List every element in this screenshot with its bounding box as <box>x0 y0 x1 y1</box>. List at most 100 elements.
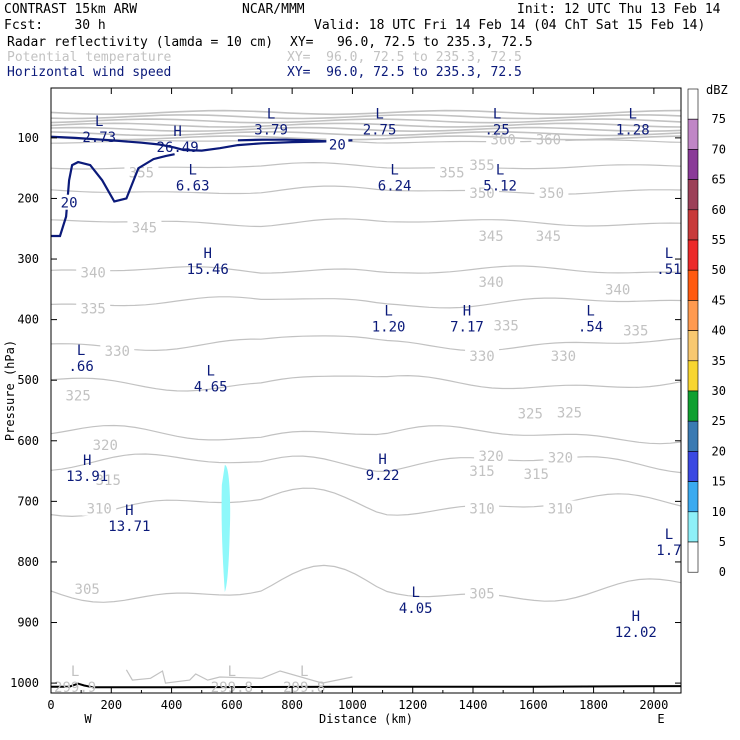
x-tick-label: 1600 <box>519 698 548 712</box>
isentrope-label: 325 <box>65 388 90 404</box>
isentrope-label-bg <box>100 343 135 359</box>
colorbar-level: 25 <box>712 414 726 428</box>
extremum-value: 6.24 <box>378 178 412 194</box>
y-tick-label: 900 <box>17 616 39 630</box>
colorbar-level: 30 <box>712 384 726 398</box>
isentrope-label: 340 <box>605 282 630 298</box>
extremum-value: 15.46 <box>187 262 229 278</box>
colorbar-swatch <box>687 149 699 180</box>
colorbar-level: 60 <box>712 203 726 217</box>
isentrope-label-bg <box>486 131 521 147</box>
x-tick-label: 2000 <box>639 698 668 712</box>
organization-label: NCAR/MMM <box>242 2 305 17</box>
isentrope-label-bg <box>465 585 500 601</box>
field-wind-name: Horizontal wind speed <box>7 65 172 80</box>
isentrope-label-bg <box>76 300 111 316</box>
wind-contour-line <box>237 138 338 144</box>
stratosphere-isentrope <box>50 122 682 128</box>
wind-label-bg <box>326 136 349 152</box>
colorbar-level: 45 <box>712 293 726 307</box>
near-surface-isentrope <box>125 669 353 684</box>
y-tick-label: 1000 <box>10 676 39 690</box>
isentrope-line <box>50 424 682 445</box>
isentrope-label: 315 <box>524 467 549 483</box>
extremum-value: 9.22 <box>366 468 400 484</box>
extremum-value: 2.73 <box>82 130 116 146</box>
isentrope-label-bg <box>531 228 566 244</box>
extremum-marker: L <box>586 303 594 319</box>
extremum-marker: L <box>496 162 504 178</box>
isentrope-label: 315 <box>96 473 121 489</box>
isentrope-label-bg <box>91 472 126 488</box>
isentrope-label-bg <box>465 157 500 173</box>
x-tick-label: 800 <box>281 698 303 712</box>
y-tick-label: 600 <box>17 434 39 448</box>
isentrope-label: 335 <box>81 302 106 318</box>
colorbar-swatch <box>687 300 699 331</box>
isentrope-label: 340 <box>81 265 106 281</box>
x-tick-label: 200 <box>100 698 122 712</box>
field-theta-xy: XY= 96.0, 72.5 to 235.3, 72.5 <box>287 50 522 65</box>
isentrope-label-bg <box>546 347 581 363</box>
extremum-marker: L <box>77 343 85 359</box>
isentrope-label-bg <box>127 219 162 235</box>
extremum-marker: L <box>188 162 196 178</box>
isentrope-label-bg <box>552 404 587 420</box>
isentrope-label: 335 <box>623 324 648 340</box>
extremum-marker: L <box>384 303 392 319</box>
stratosphere-isentrope <box>50 118 682 124</box>
colorbar-swatch <box>687 481 699 513</box>
isentrope-line <box>50 185 682 195</box>
x-axis-label: Distance (km) <box>319 712 413 726</box>
extremum-value: .66 <box>68 359 93 375</box>
colorbar-swatch <box>687 360 699 392</box>
extremum-marker: L <box>95 114 103 130</box>
colorbar-unit: dBZ <box>706 83 728 97</box>
x-tick-label: 400 <box>161 698 183 712</box>
valid-time: Valid: 18 UTC Fri 14 Feb 14 (04 ChT Sat … <box>314 18 706 33</box>
isentrope-line <box>50 564 682 603</box>
init-time: Init: 12 UTC Thu 13 Feb 14 <box>517 2 721 17</box>
colorbar-swatch <box>687 179 699 211</box>
wind-label-bg <box>58 194 81 210</box>
isentrope-label: 355 <box>469 158 494 174</box>
x-tick-label: 1200 <box>398 698 427 712</box>
isentrope-label: 345 <box>536 229 561 245</box>
colorbar-level: 75 <box>712 112 726 126</box>
extremum-marker: H <box>204 246 212 262</box>
colorbar-swatch <box>687 451 699 482</box>
west-label: W <box>84 712 92 726</box>
isentrope-label-bg <box>124 164 159 180</box>
isentrope-line <box>50 374 682 392</box>
plot-frame-fill <box>51 88 681 693</box>
field-reflectivity-xy: XY= 96.0, 72.5 to 235.3, 72.5 <box>290 35 533 50</box>
reflectivity-echo <box>221 465 231 593</box>
isentrope-label: 345 <box>478 229 503 245</box>
field-wind-xy: XY= 96.0, 72.5 to 235.3, 72.5 <box>287 65 522 80</box>
isentrope-label-bg <box>82 500 117 516</box>
isentrope-label: 350 <box>469 186 494 202</box>
extremum-value: 1.7 <box>656 543 681 559</box>
extremum-marker: L <box>493 107 501 123</box>
colorbar-swatch <box>687 209 699 241</box>
extremum-marker: L <box>300 664 308 680</box>
colorbar-level: 15 <box>712 475 726 489</box>
extremum-marker: L <box>390 162 398 178</box>
extremum-marker: L <box>228 664 236 680</box>
isentrope-label: 330 <box>469 349 494 365</box>
colorbar-level: 65 <box>712 173 726 187</box>
colorbar-level: 35 <box>712 354 726 368</box>
isentrope-label-bg <box>465 347 500 363</box>
colorbar-level: 10 <box>712 505 726 519</box>
x-tick-label: 1800 <box>579 698 608 712</box>
isentrope-label: 320 <box>478 449 503 465</box>
extremum-value: 26.49 <box>157 140 199 156</box>
extremum-marker: L <box>267 107 275 123</box>
isentrope-label: 305 <box>469 586 494 602</box>
surface-line <box>51 682 682 689</box>
extremum-value: 6.63 <box>176 178 210 194</box>
isentrope-label: 305 <box>75 582 100 598</box>
